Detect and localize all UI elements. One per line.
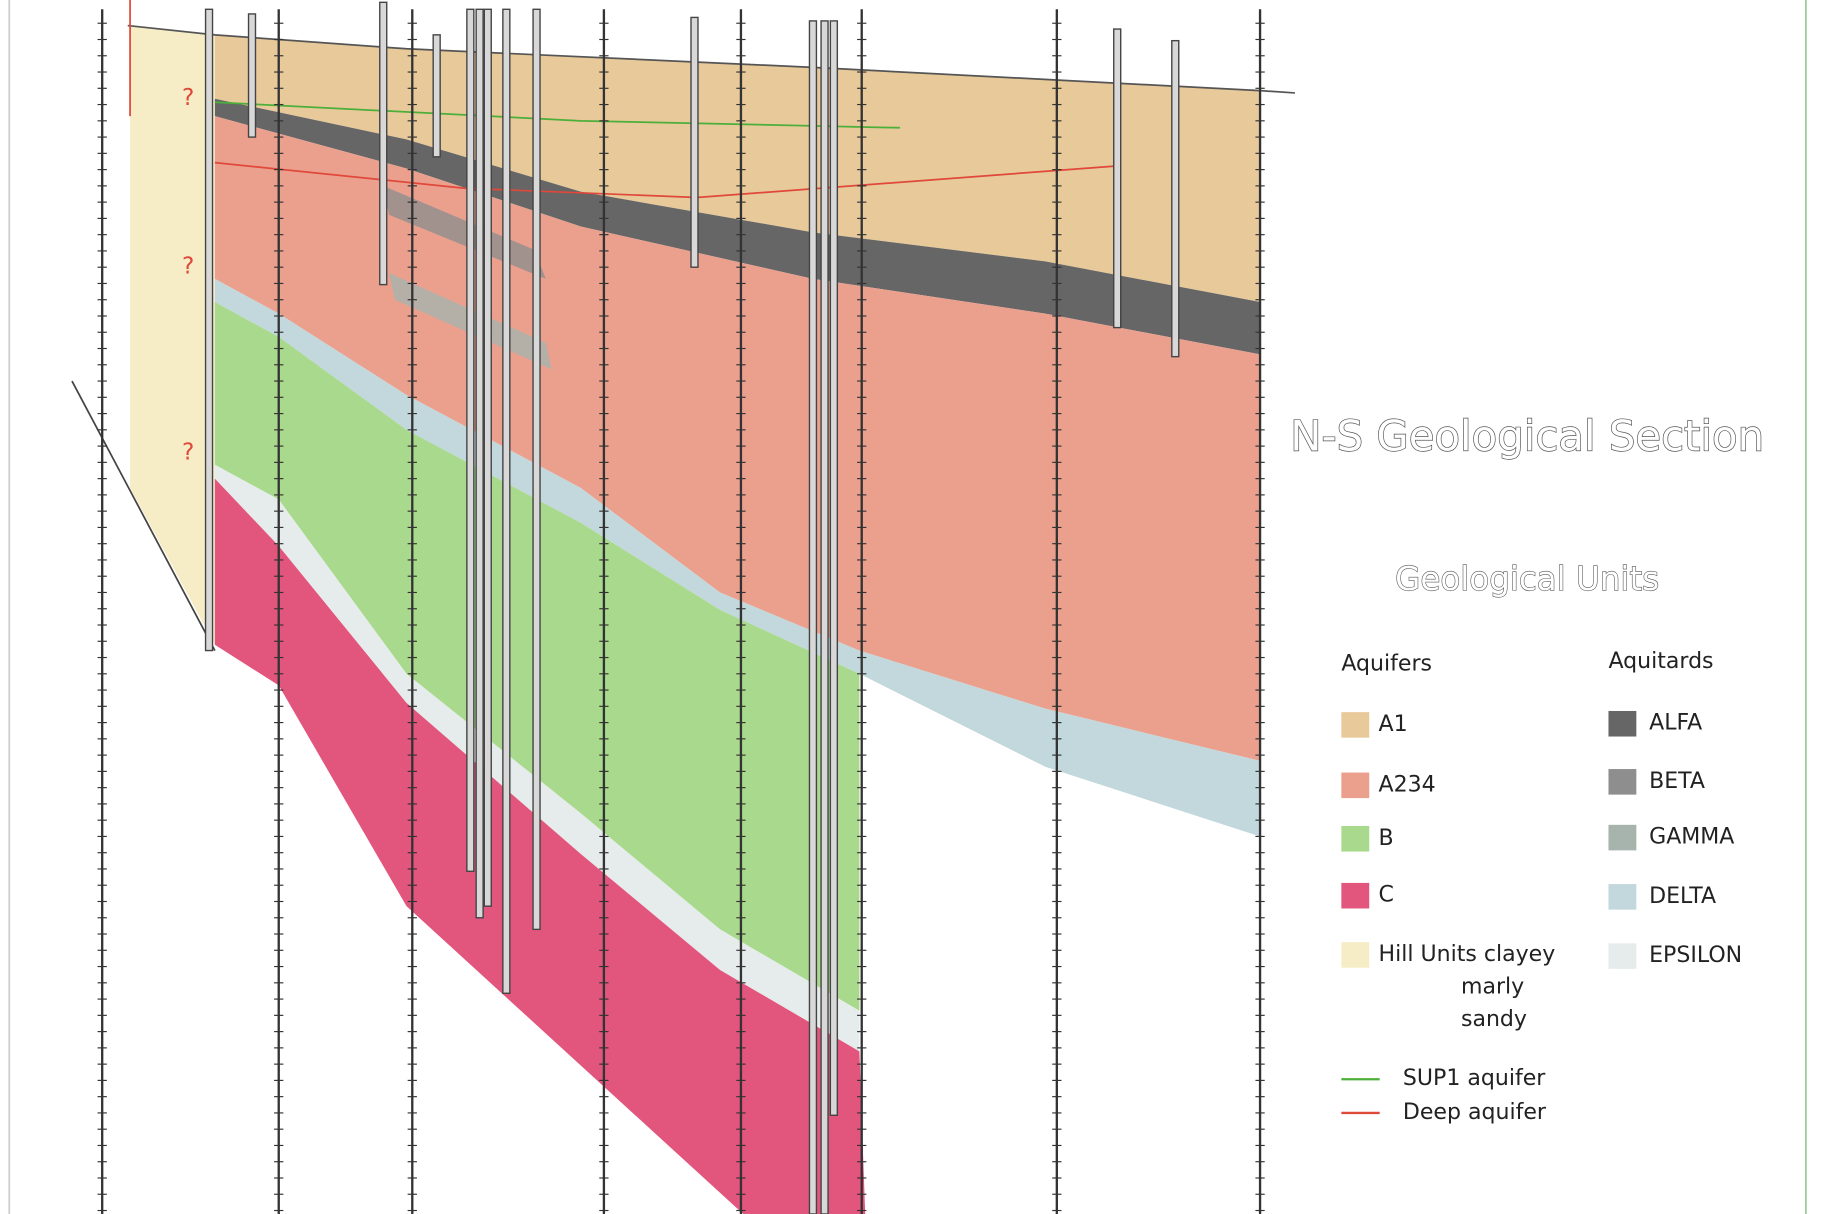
ground-surface bbox=[127, 24, 1295, 94]
legend-label: Deep aquifer bbox=[1403, 1100, 1547, 1125]
legend-swatch bbox=[1608, 884, 1637, 910]
borehole bbox=[829, 20, 839, 1116]
title: N-S Geological Section bbox=[1290, 412, 1764, 461]
borehole bbox=[379, 1, 388, 286]
layer-hill-units bbox=[130, 25, 215, 645]
legend: A1 A234 B C Hill Units clayey marly sandy ALFA B… bbox=[1341, 711, 1742, 1125]
borehole bbox=[820, 20, 829, 1214]
borehole bbox=[1113, 28, 1122, 329]
legend-label: Hill Units clayey bbox=[1379, 942, 1556, 967]
legend-label: marly bbox=[1461, 974, 1524, 999]
legend-label: sandy bbox=[1461, 1007, 1527, 1032]
sup1-aquifer-line bbox=[214, 101, 901, 129]
legend-swatch bbox=[1341, 942, 1370, 968]
legend-swatch bbox=[1341, 825, 1370, 852]
borehole bbox=[466, 8, 475, 872]
legend-swatch bbox=[1608, 710, 1637, 737]
legend-heading: Aquitards bbox=[1608, 649, 1713, 674]
borehole bbox=[204, 8, 214, 652]
legend-label: A1 bbox=[1379, 712, 1408, 737]
legend-swatch bbox=[1341, 882, 1370, 909]
question-mark: ? bbox=[182, 253, 194, 280]
legend-swatch bbox=[1608, 824, 1637, 851]
borehole bbox=[247, 13, 257, 138]
legend-label: EPSILON bbox=[1649, 943, 1742, 968]
legend-label: ALFA bbox=[1649, 711, 1702, 736]
rulers bbox=[97, 9, 1265, 1214]
legend-label: A234 bbox=[1379, 772, 1436, 797]
question-mark: ? bbox=[182, 84, 194, 111]
borehole bbox=[502, 8, 511, 994]
legend-title: Geological Units bbox=[1395, 560, 1659, 598]
legend-label: C bbox=[1379, 883, 1394, 908]
boreholes bbox=[204, 1, 1180, 1214]
borehole bbox=[475, 8, 484, 919]
borehole bbox=[808, 20, 818, 1214]
fault-line bbox=[71, 380, 216, 651]
legend-label: B bbox=[1379, 826, 1394, 851]
legend-swatch bbox=[1341, 772, 1370, 799]
borehole bbox=[1171, 39, 1180, 358]
deep-aquifer-line bbox=[214, 161, 1115, 199]
legend-swatch bbox=[1608, 769, 1637, 795]
legend-label: SUP1 aquifer bbox=[1403, 1066, 1546, 1091]
question-mark: ? bbox=[182, 439, 194, 466]
legend-heading: Aquifers bbox=[1341, 652, 1432, 677]
borehole bbox=[432, 34, 441, 158]
borehole bbox=[690, 16, 699, 268]
borehole bbox=[483, 8, 492, 907]
legend-swatch bbox=[1341, 712, 1370, 738]
legend-label: DELTA bbox=[1649, 884, 1716, 909]
legend-swatch bbox=[1608, 943, 1637, 969]
borehole bbox=[532, 8, 541, 931]
layer-delta bbox=[214, 278, 1261, 837]
legend-label: GAMMA bbox=[1649, 825, 1734, 850]
legend-label: BETA bbox=[1649, 769, 1705, 794]
